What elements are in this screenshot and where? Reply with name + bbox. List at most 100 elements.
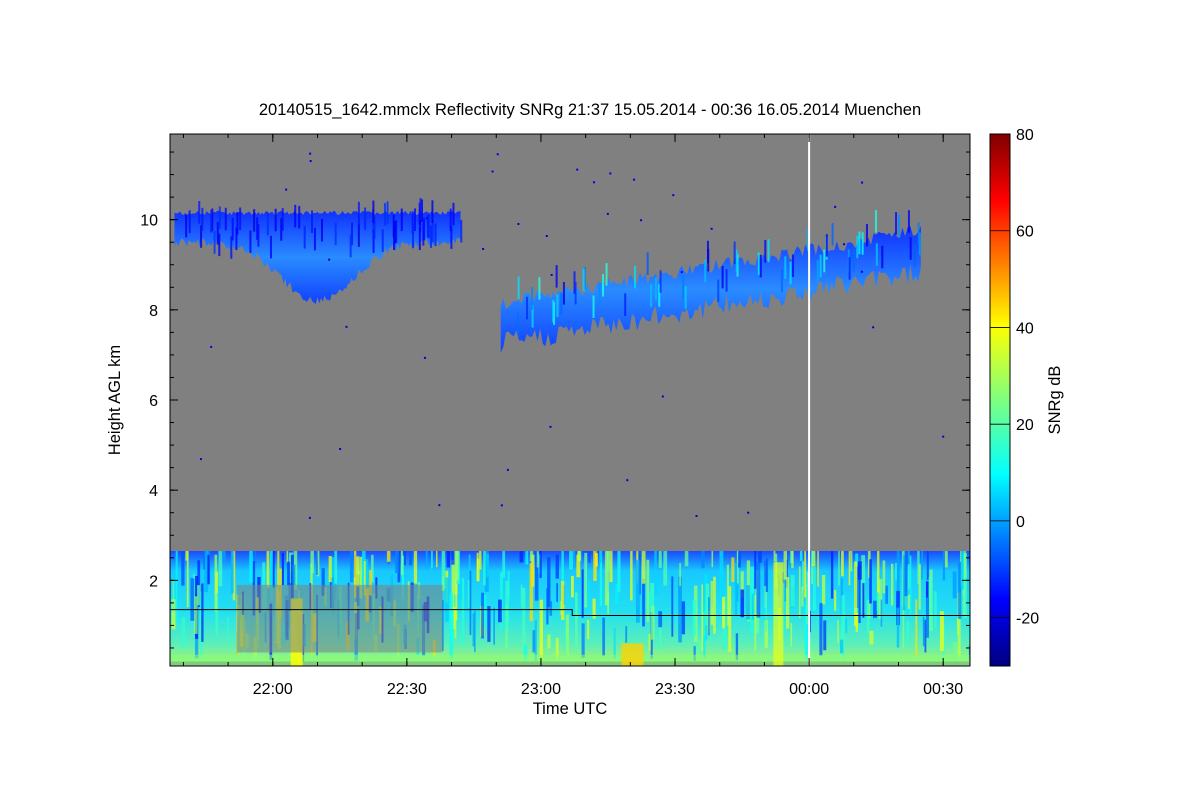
echo-streak bbox=[175, 551, 178, 585]
echo-streak bbox=[681, 601, 686, 635]
echo-streak bbox=[529, 551, 534, 562]
echo-streak bbox=[791, 551, 794, 569]
speckle bbox=[576, 168, 579, 171]
echo-streak bbox=[569, 551, 573, 570]
echo-streak bbox=[878, 578, 883, 620]
cirrus-streak bbox=[831, 223, 834, 246]
speckle bbox=[606, 212, 609, 215]
echo-streak bbox=[249, 551, 253, 583]
speckle bbox=[834, 205, 837, 208]
echo-streak bbox=[811, 551, 815, 565]
echo-streak bbox=[909, 555, 912, 616]
cirrus-streak bbox=[517, 312, 520, 336]
echo-streak bbox=[215, 595, 219, 636]
cirrus-streak bbox=[721, 265, 724, 289]
echo-streak bbox=[561, 580, 565, 620]
y-axis: 2 4 6 8 10 bbox=[140, 151, 970, 649]
surface-echo bbox=[170, 654, 970, 666]
cirrus-streak bbox=[281, 208, 284, 231]
echo-streak bbox=[963, 553, 967, 619]
echo-streak bbox=[349, 551, 354, 583]
cirrus-streak bbox=[780, 269, 783, 293]
echo-streak bbox=[581, 623, 585, 658]
echo-streak bbox=[215, 571, 219, 595]
cirrus-streak bbox=[269, 235, 272, 259]
echo-streak bbox=[431, 551, 433, 569]
echo-streak bbox=[602, 617, 605, 657]
y-tick-label: 6 bbox=[149, 393, 158, 410]
colorbar-tick-label: -20 bbox=[1016, 611, 1039, 628]
echo-streak bbox=[926, 551, 929, 581]
echo-streak bbox=[401, 555, 405, 599]
echo-streak bbox=[403, 551, 406, 566]
echo-streak bbox=[719, 551, 724, 598]
echo-streak bbox=[922, 616, 925, 647]
cirrus-streak bbox=[423, 217, 426, 241]
echo-streak bbox=[292, 564, 296, 586]
cirrus-streak bbox=[411, 211, 414, 234]
echo-streak bbox=[646, 559, 650, 623]
echo-streak bbox=[944, 551, 948, 568]
echo-streak bbox=[926, 581, 928, 598]
echo-streak bbox=[722, 597, 725, 629]
echo-streak bbox=[226, 617, 229, 639]
echo-streak bbox=[277, 551, 280, 589]
cirrus-streak bbox=[350, 222, 353, 246]
echo-streak bbox=[449, 593, 453, 660]
echo-streak bbox=[441, 600, 444, 651]
speckle bbox=[482, 247, 485, 250]
echo-streak bbox=[204, 551, 208, 593]
echo-streak bbox=[266, 551, 270, 588]
echo-streak bbox=[734, 563, 738, 617]
echo-streak bbox=[230, 551, 234, 594]
cirrus-streak bbox=[602, 273, 605, 297]
x-tick-label: 22:00 bbox=[253, 681, 293, 698]
echo-streak bbox=[837, 620, 839, 644]
echo-streak bbox=[556, 583, 558, 602]
cirrus-streak bbox=[784, 256, 787, 279]
echo-streak bbox=[783, 580, 787, 602]
echo-streak bbox=[281, 552, 284, 586]
cirrus-streak bbox=[907, 210, 910, 233]
echo-streak bbox=[731, 557, 735, 583]
echo-streak bbox=[532, 630, 536, 653]
echo-streak bbox=[555, 637, 559, 661]
cirrus-streak bbox=[717, 279, 720, 303]
echo-streak bbox=[671, 576, 674, 637]
speckle bbox=[626, 479, 629, 482]
echo-streak bbox=[487, 606, 491, 642]
echo-streak bbox=[587, 619, 590, 639]
echo-streak bbox=[738, 551, 741, 568]
echo-streak bbox=[615, 583, 619, 604]
echo-streak bbox=[873, 600, 877, 618]
cirrus-streak bbox=[418, 227, 421, 251]
speckle bbox=[872, 326, 875, 329]
cirrus-streak bbox=[274, 208, 277, 232]
echo-streak bbox=[593, 551, 597, 581]
cirrus-streak bbox=[764, 240, 767, 263]
y-axis-label: Height AGL km bbox=[106, 345, 124, 455]
speckle bbox=[680, 271, 683, 274]
cirrus-streak bbox=[383, 203, 386, 226]
cirrus-streak bbox=[373, 216, 376, 239]
cirrus-streak bbox=[819, 254, 822, 278]
cirrus-streak bbox=[256, 217, 259, 240]
echo-streak bbox=[648, 591, 652, 612]
echo-streak bbox=[939, 611, 944, 651]
speckle bbox=[339, 447, 342, 450]
cirrus-streak bbox=[236, 211, 239, 235]
echo-streak bbox=[908, 551, 910, 590]
cirrus-streak bbox=[531, 304, 534, 328]
x-tick-label: 23:00 bbox=[521, 681, 561, 698]
echo-streak bbox=[697, 640, 701, 654]
speckle bbox=[860, 270, 863, 273]
echo-streak bbox=[635, 559, 640, 623]
cirrus-streak bbox=[231, 217, 234, 241]
speckle bbox=[550, 273, 553, 276]
cirrus-body bbox=[174, 210, 461, 305]
cirrus-streak bbox=[230, 236, 233, 259]
echo-streak bbox=[328, 556, 332, 583]
colorbar-label: SNRg dB bbox=[1046, 366, 1064, 435]
cirrus-streak bbox=[349, 234, 352, 258]
echo-streak bbox=[334, 551, 338, 584]
